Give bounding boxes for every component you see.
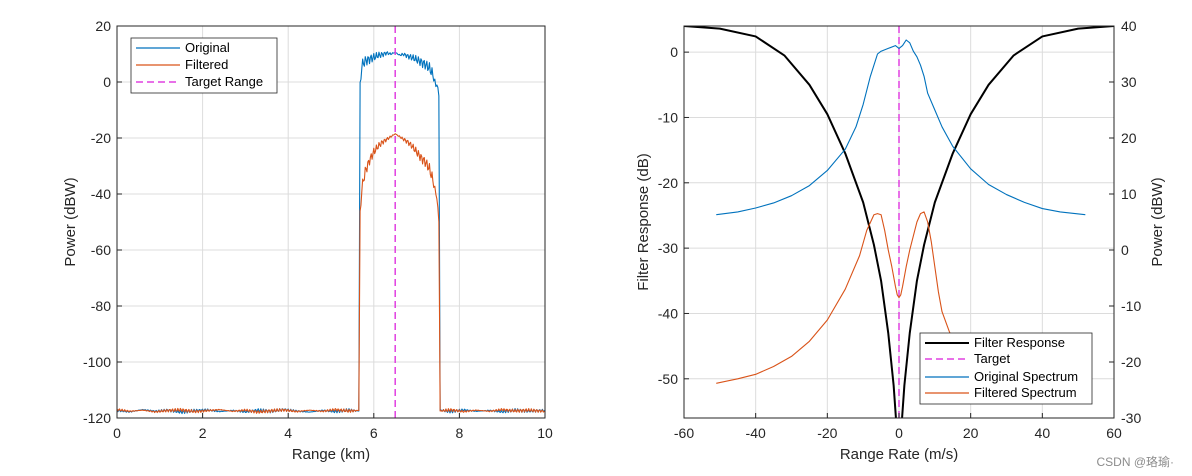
y-right-tick-label: 40 (1121, 18, 1137, 34)
y-tick-label: -10 (658, 109, 678, 125)
x-tick-label: 4 (284, 425, 292, 441)
series-line-original-spectrum (716, 39, 1086, 216)
y-right-tick-label: 0 (1121, 242, 1129, 258)
left-ylabel: Power (dBW) (62, 177, 79, 266)
right-xlabel: Range Rate (m/s) (840, 446, 958, 463)
series-line-filter-response (684, 26, 1114, 418)
y-tick-label: 0 (103, 74, 111, 90)
y-tick-label: -60 (91, 242, 111, 258)
right-legend: Filter Response Target Original Spectrum… (919, 332, 1093, 405)
y-tick-label: 0 (670, 44, 678, 60)
left-series-lines (117, 26, 545, 418)
x-tick-label: 20 (963, 425, 979, 441)
series-line-filtered (117, 133, 545, 414)
legend-target-range: Target Range (185, 74, 263, 89)
x-tick-label: 6 (370, 425, 378, 441)
y-right-tick-label: -30 (1121, 410, 1141, 426)
x-tick-label: -40 (746, 425, 766, 441)
x-tick-label: 0 (895, 425, 903, 441)
x-tick-label: 2 (199, 425, 207, 441)
legend-filter-response: Filter Response (974, 335, 1065, 350)
y-right-tick-label: -20 (1121, 354, 1141, 370)
x-tick-label: 8 (456, 425, 464, 441)
right-ylabel-right: Power (dBW) (1149, 177, 1166, 266)
left-ticks: 0 2 4 6 8 10 -120 -100 -80 -60 -40 -20 0 20 (83, 18, 553, 441)
legend-filtered-spectrum: Filtered Spectrum (974, 385, 1077, 400)
y-tick-label: -20 (91, 130, 111, 146)
y-tick-label: -40 (91, 186, 111, 202)
legend-original-spectrum: Original Spectrum (974, 369, 1078, 384)
y-right-tick-label: 20 (1121, 130, 1137, 146)
right-ylabel-left: Filter Response (dB) (635, 153, 652, 291)
left-plot: 0 2 4 6 8 10 -120 -100 -80 -60 -40 -20 0 20 Range (km… (62, 18, 553, 463)
series-line-filtered-spectrum (716, 211, 954, 384)
y-tick-label: -100 (83, 354, 111, 370)
legend-original: Original (185, 40, 230, 55)
y-tick-label: 20 (95, 18, 111, 34)
x-tick-label: 0 (113, 425, 121, 441)
watermark: CSDN @珞瑜· (1096, 455, 1174, 469)
x-tick-label: 60 (1106, 425, 1122, 441)
x-tick-label: -60 (674, 425, 694, 441)
y-tick-label: -20 (658, 175, 678, 191)
left-legend: Original Filtered Target Range (130, 37, 278, 94)
right-legend-box (919, 332, 1093, 405)
x-tick-label: 10 (537, 425, 553, 441)
right-plot: -60 -40 -20 0 20 40 60 -50 -40 -30 -20 -10 0 -30 -20 -1… (635, 18, 1166, 463)
right-series-lines (684, 26, 1114, 418)
legend-target: Target (974, 351, 1011, 366)
y-right-tick-label: -10 (1121, 298, 1141, 314)
left-axes-box (116, 25, 546, 419)
y-tick-label: -120 (83, 410, 111, 426)
left-xlabel: Range (km) (292, 446, 370, 463)
y-right-tick-label: 10 (1121, 186, 1137, 202)
y-tick-label: -30 (658, 240, 678, 256)
y-tick-label: -80 (91, 298, 111, 314)
y-tick-label: -40 (658, 305, 678, 321)
x-tick-label: 40 (1035, 425, 1051, 441)
y-right-tick-label: 30 (1121, 74, 1137, 90)
y-tick-label: -50 (658, 371, 678, 387)
x-tick-label: -20 (817, 425, 837, 441)
right-ticks: -60 -40 -20 0 20 40 60 -50 -40 -30 -20 -10 0 -30 -20 -1… (658, 18, 1142, 441)
legend-filtered: Filtered (185, 57, 228, 72)
